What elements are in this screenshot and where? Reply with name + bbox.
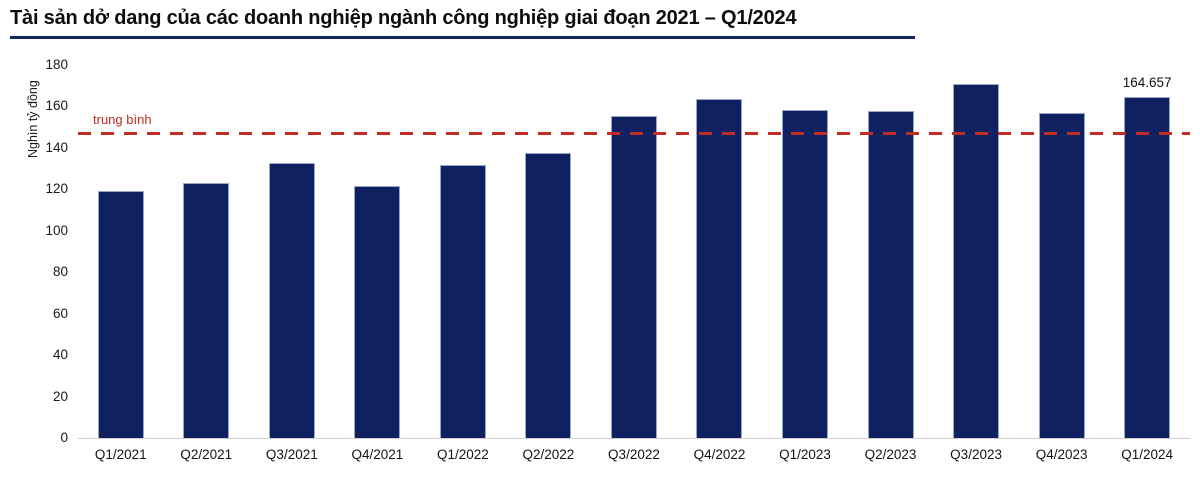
x-tick-label: Q1/2023: [779, 447, 831, 462]
x-tick-label: Q1/2021: [94, 447, 147, 462]
y-tick-label: 160: [45, 98, 68, 114]
y-tick-label: 80: [52, 264, 68, 280]
bar-Q1-2021: [97, 191, 144, 438]
x-tick-label: Q3/2021: [265, 447, 318, 462]
bar-Q1-2023: [782, 109, 829, 438]
bar-Q4-2021: [354, 186, 401, 438]
bar-Q2-2022: [525, 153, 572, 438]
bar-slot: Q1/2021: [78, 65, 164, 462]
bar-slot: Q1/2024 164.657: [1104, 65, 1190, 462]
data-label: 164.657: [1122, 74, 1172, 90]
x-tick-label: Q3/2023: [950, 447, 1002, 462]
bar-slot: Q3/2021: [249, 65, 335, 462]
bar-slot: Q2/2023: [848, 65, 934, 462]
bar-slot: Q2/2022: [506, 65, 592, 462]
y-tick-label: 100: [45, 222, 68, 238]
bar-slot: Q1/2022: [420, 65, 506, 462]
y-tick-label: 140: [45, 139, 68, 155]
bar-Q2-2023: [867, 111, 914, 438]
bar-Q1-2022: [439, 165, 486, 438]
x-tick-label: Q4/2022: [693, 447, 746, 462]
bar-Q3-2021: [268, 162, 315, 438]
x-tick-label: Q2/2023: [864, 447, 917, 462]
x-tick-label: Q2/2022: [522, 447, 575, 462]
bar-Q3-2022: [610, 115, 657, 438]
y-tick-label: 180: [45, 57, 68, 72]
x-tick-label: Q1/2022: [436, 447, 489, 462]
x-tick-label: Q2/2021: [180, 447, 233, 462]
x-tick-label: Q4/2023: [1035, 447, 1088, 462]
title-underline: [10, 36, 915, 39]
y-tick-label: 40: [52, 347, 68, 363]
bar-slot: Q3/2023: [933, 65, 1019, 462]
x-tick-label: Q4/2021: [351, 447, 404, 462]
bar-slot: Q3/2022: [591, 65, 677, 462]
y-tick-label: 20: [52, 388, 68, 404]
bar-Q3-2023: [953, 84, 1000, 438]
bar-Q4-2022: [696, 99, 743, 438]
plot-area: Q1/2021 Q2/2021 Q3/2021 Q4/2021 Q1/2022 Q2/20…: [78, 65, 1190, 462]
x-tick-label: Q1/2024: [1121, 447, 1174, 462]
average-line-label: trung bình: [93, 112, 152, 128]
bar-Q1-2024: [1124, 96, 1171, 438]
bar-slot: Q4/2023: [1019, 65, 1105, 462]
x-tick-label: Q3/2022: [608, 447, 660, 462]
bar-series: Q1/2021 Q2/2021 Q3/2021 Q4/2021 Q1/2022 Q2/20…: [78, 65, 1190, 462]
y-tick-label: 120: [45, 181, 68, 197]
bar-slot: Q2/2021: [164, 65, 250, 462]
chart-title: Tài sản dở dang của các doanh nghiệp ngà…: [10, 7, 797, 29]
bar-slot: Q4/2022: [677, 65, 763, 462]
bar-slot: Q4/2021: [335, 65, 421, 462]
y-tick-label: 0: [60, 430, 68, 445]
y-tick-label: 60: [52, 305, 68, 321]
bar-slot: Q1/2023: [762, 65, 848, 462]
average-line: [78, 132, 1190, 136]
bar-Q4-2023: [1038, 112, 1085, 438]
bar-Q2-2021: [183, 182, 230, 438]
